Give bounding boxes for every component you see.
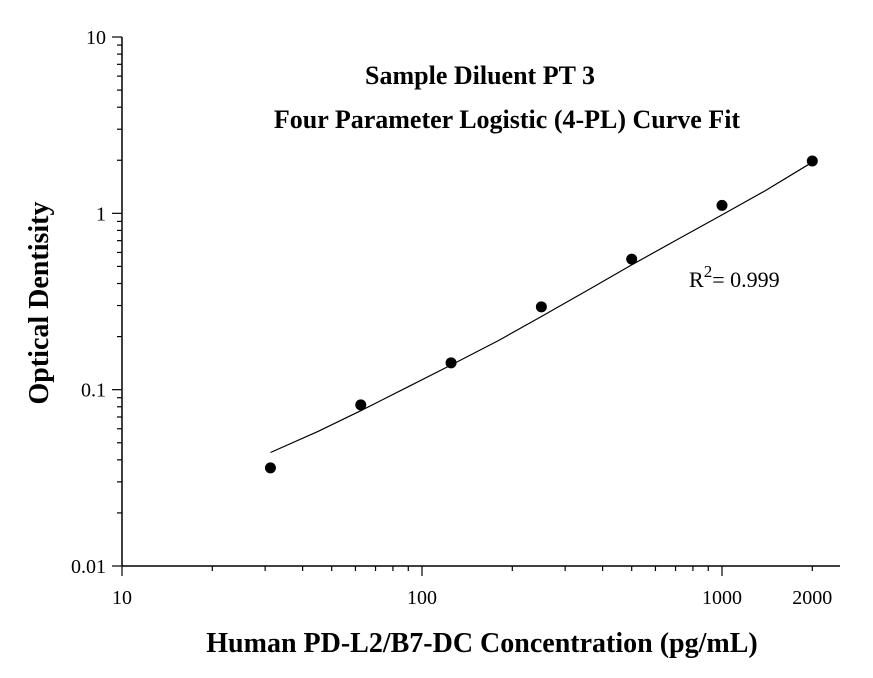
r-squared-annotation: R2= 0.999 — [689, 262, 780, 292]
r-squared-value: = 0.999 — [712, 267, 779, 292]
y-tick-label: 1 — [96, 203, 106, 225]
axes: 0.01 0.1 1 10 10 100 1000 2000 — [71, 27, 840, 609]
x-axis-label: Human PD-L2/B7-DC Concentration (pg/mL) — [206, 628, 757, 659]
r-squared-base: R — [689, 267, 704, 292]
chart-title-line1: Sample Diluent PT 3 — [365, 61, 595, 90]
fit-curve-layer — [270, 161, 813, 454]
data-point — [445, 357, 457, 369]
y-tick-label: 10 — [86, 27, 106, 49]
x-tick-label: 100 — [407, 587, 437, 609]
y-axis-label: Optical Dentisity — [24, 202, 55, 405]
data-point — [716, 199, 728, 211]
chart-title-line2: Four Parameter Logistic (4-PL) Curve Fit — [274, 105, 741, 134]
fit-curve-line — [270, 161, 813, 454]
x-tick-label: 2000 — [792, 587, 832, 609]
y-tick-label: 0.01 — [71, 556, 106, 578]
data-point — [806, 155, 818, 167]
data-points-layer — [264, 155, 818, 474]
x-tick-label: 1000 — [702, 587, 742, 609]
r-squared-exp: 2 — [704, 262, 713, 281]
data-point — [535, 301, 547, 313]
data-point — [264, 462, 276, 474]
data-point — [626, 253, 638, 265]
y-tick-label: 0.1 — [81, 380, 106, 402]
data-point — [355, 399, 367, 411]
x-tick-label: 10 — [112, 587, 132, 609]
